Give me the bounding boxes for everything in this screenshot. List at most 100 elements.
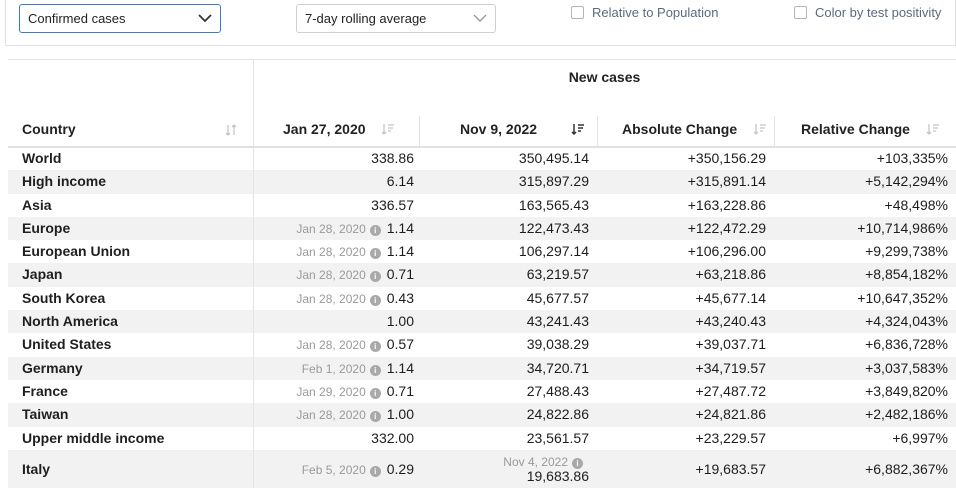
table-row[interactable]: Taiwan Jan 28, 2020 i 1.00 24,822.86 +24,821.… [8, 403, 956, 427]
absolute-change-value: +24,821.86 [695, 406, 766, 423]
sort-icon[interactable] [926, 123, 940, 135]
relative-change-value: +48,498% [884, 196, 948, 213]
checkbox-label: Color by test positivity [815, 5, 942, 20]
absolute-change-value: +27,487.72 [695, 382, 766, 399]
end-date-note: Nov 4, 2022 [503, 454, 568, 469]
sort-icon[interactable] [571, 123, 585, 135]
column-header-absolute-change[interactable]: Absolute Change [622, 121, 767, 141]
color-by-test-positivity-checkbox[interactable]: Color by test positivity [794, 5, 941, 21]
chevron-down-icon [473, 14, 487, 22]
start-value: 0.43 [386, 289, 414, 306]
column-header-label: Country [22, 121, 76, 137]
country-name: North America [22, 313, 118, 330]
checkbox-label: Relative to Population [592, 5, 719, 20]
start-value-cell: 1.00 [387, 310, 414, 333]
chevron-down-icon [198, 14, 212, 23]
sort-icon[interactable] [225, 124, 239, 136]
country-name: United States [22, 336, 112, 353]
info-icon[interactable]: i [369, 465, 381, 477]
relative-change-value: +10,714,986% [857, 219, 948, 236]
column-header-label: Nov 9, 2022 [460, 121, 538, 137]
column-divider [253, 333, 254, 357]
end-value: 19,683.86 [526, 467, 589, 484]
end-value: 39,038.29 [526, 336, 589, 353]
table-row[interactable]: South Korea Jan 28, 2020 i 0.43 45,677.57 +45… [8, 286, 956, 311]
start-date-note: Jan 28, 2020 [296, 268, 366, 283]
table-row[interactable]: World 338.86 350,495.14 +350,156.29 +103,335… [8, 147, 956, 171]
start-value: 0.71 [386, 382, 414, 399]
checkbox-box[interactable] [794, 6, 807, 19]
start-value: 338.86 [371, 150, 414, 166]
table-controls: Confirmed cases 7-day rolling average Re… [5, 0, 956, 46]
start-date-note: Jan 29, 2020 [296, 384, 366, 399]
info-icon[interactable]: i [369, 224, 381, 236]
sort-icon[interactable] [381, 123, 395, 135]
start-value-cell: Jan 28, 2020 i 0.71 [296, 263, 414, 286]
start-date-note: Feb 5, 2020 [301, 462, 366, 477]
end-value: 43,241.43 [526, 313, 589, 330]
start-value: 6.14 [386, 173, 414, 190]
table-row[interactable]: Germany Feb 1, 2020 i 1.14 34,720.71 +34,719.… [8, 356, 956, 380]
info-icon[interactable]: i [369, 387, 381, 399]
start-value-cell: Jan 28, 2020 i 1.14 [296, 217, 414, 240]
table-row[interactable]: Upper middle income 332.00 23,561.57 +23,22… [8, 426, 956, 450]
sort-icon[interactable] [753, 123, 767, 135]
checkbox-box[interactable] [571, 6, 584, 19]
end-value: 45,677.57 [526, 289, 589, 306]
table-row[interactable]: United States Jan 28, 2020 i 0.57 39,038.29 +… [8, 333, 956, 357]
absolute-change-value: +45,677.14 [695, 289, 766, 306]
header-divider [8, 146, 956, 148]
interval-select[interactable]: 7-day rolling average [296, 4, 496, 33]
info-icon[interactable]: i [572, 457, 583, 469]
column-divider [253, 286, 254, 311]
info-icon[interactable]: i [369, 411, 381, 423]
column-header-label: Jan 27, 2020 [283, 121, 366, 137]
column-header-relative-change[interactable]: Relative Change [801, 121, 940, 141]
info-icon[interactable]: i [369, 294, 381, 306]
country-name: Asia [22, 196, 52, 213]
info-icon[interactable]: i [369, 248, 381, 260]
column-divider [253, 147, 254, 171]
table-row[interactable]: Italy Feb 5, 2020 i 0.29 Nov 4, 2022 i 19,683.… [8, 449, 956, 488]
table-row[interactable]: High income 6.14 315,897.29 +315,891.14 +5,1… [8, 170, 956, 194]
country-name: Germany [22, 359, 83, 376]
start-date-note: Jan 28, 2020 [296, 291, 366, 306]
info-icon[interactable]: i [369, 271, 381, 283]
table-row[interactable]: France Jan 29, 2020 i 0.71 27,488.43 +27,487.… [8, 379, 956, 404]
column-header-end-date[interactable]: Nov 9, 2022 [460, 121, 585, 141]
end-value: 315,897.29 [518, 173, 589, 190]
start-value-cell: Jan 29, 2020 i 0.71 [296, 380, 414, 403]
info-icon[interactable]: i [369, 364, 381, 376]
relative-change-value: +8,854,182% [865, 266, 948, 283]
start-value: 0.71 [386, 266, 414, 283]
column-header-country[interactable]: Country [22, 121, 239, 141]
end-value: 24,822.86 [526, 406, 589, 423]
table-row[interactable]: European Union Jan 28, 2020 i 1.14 106,297.1… [8, 240, 956, 264]
table-row[interactable]: Japan Jan 28, 2020 i 0.71 63,219.57 +63,218.8… [8, 263, 956, 287]
column-divider [419, 116, 420, 148]
end-value: 23,561.57 [526, 429, 589, 446]
start-value-cell: Jan 28, 2020 i 1.14 [296, 240, 414, 263]
column-header-start-date[interactable]: Jan 27, 2020 [283, 121, 395, 141]
table-row[interactable]: North America 1.00 43,241.43 +43,240.43 +4,3… [8, 310, 956, 334]
metric-select-value: Confirmed cases [28, 11, 126, 26]
info-icon[interactable]: i [369, 341, 381, 353]
absolute-change-value: +43,240.43 [695, 313, 766, 330]
start-value-cell: 336.57 [371, 194, 414, 217]
column-divider [774, 116, 775, 148]
column-divider [253, 60, 254, 148]
absolute-change-value: +19,683.57 [695, 460, 766, 477]
absolute-change-value: +163,228.86 [687, 196, 766, 213]
start-value-cell: 338.86 [371, 147, 414, 170]
start-date-note: Jan 28, 2020 [296, 338, 366, 353]
table-header: New cases Country Jan 27, 2020 Nov 9, 20… [8, 59, 956, 148]
column-divider [253, 403, 254, 427]
table-row[interactable]: Europe Jan 28, 2020 i 1.14 122,473.43 +122,47… [8, 216, 956, 241]
table-row[interactable]: Asia 336.57 163,565.43 +163,228.86 +48,498% [8, 193, 956, 217]
metric-select[interactable]: Confirmed cases [19, 4, 221, 33]
relative-change-value: +6,836,728% [865, 336, 948, 353]
relative-to-population-checkbox[interactable]: Relative to Population [571, 5, 718, 21]
start-value-cell: Jan 28, 2020 i 1.00 [296, 403, 414, 426]
country-name: South Korea [22, 289, 106, 306]
column-divider [597, 116, 598, 148]
